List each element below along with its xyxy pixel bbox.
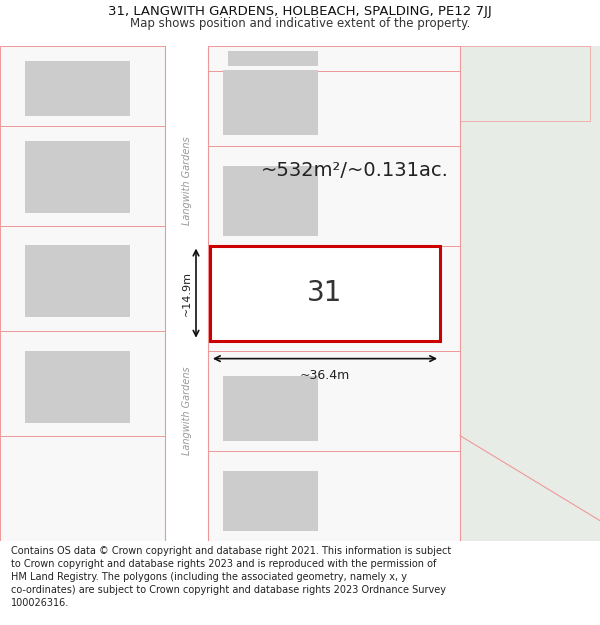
Bar (208, 451, 460, 541)
Bar (0, 436, 165, 541)
Bar (208, 146, 460, 246)
Bar (235, 259, 320, 331)
Bar (0, 226, 165, 331)
Text: ~532m²/~0.131ac.: ~532m²/~0.131ac. (261, 161, 449, 180)
Bar (165, 46, 208, 541)
Bar (208, 246, 460, 351)
Bar (208, 46, 460, 71)
Bar (0, 331, 165, 436)
Bar (25, 141, 130, 212)
Bar (25, 351, 130, 423)
Bar (223, 69, 318, 134)
Bar (460, 46, 600, 541)
Text: Map shows position and indicative extent of the property.: Map shows position and indicative extent… (130, 18, 470, 31)
Bar (223, 376, 318, 441)
Bar (210, 246, 440, 341)
Text: ~14.9m: ~14.9m (182, 271, 192, 316)
Bar (223, 166, 318, 236)
Bar (0, 46, 165, 126)
Bar (0, 126, 165, 226)
Bar (223, 271, 318, 341)
Bar (25, 61, 130, 116)
Text: 31: 31 (307, 279, 343, 307)
Bar (228, 51, 318, 66)
Text: Langwith Gardens: Langwith Gardens (182, 366, 191, 455)
Text: 31, LANGWITH GARDENS, HOLBEACH, SPALDING, PE12 7JJ: 31, LANGWITH GARDENS, HOLBEACH, SPALDING… (108, 5, 492, 18)
Text: Langwith Gardens: Langwith Gardens (182, 136, 191, 225)
Bar (25, 244, 130, 317)
Bar (208, 351, 460, 451)
Text: ~36.4m: ~36.4m (300, 369, 350, 382)
Text: Contains OS data © Crown copyright and database right 2021. This information is : Contains OS data © Crown copyright and d… (11, 546, 451, 608)
Bar (208, 71, 460, 146)
Bar (223, 471, 318, 531)
